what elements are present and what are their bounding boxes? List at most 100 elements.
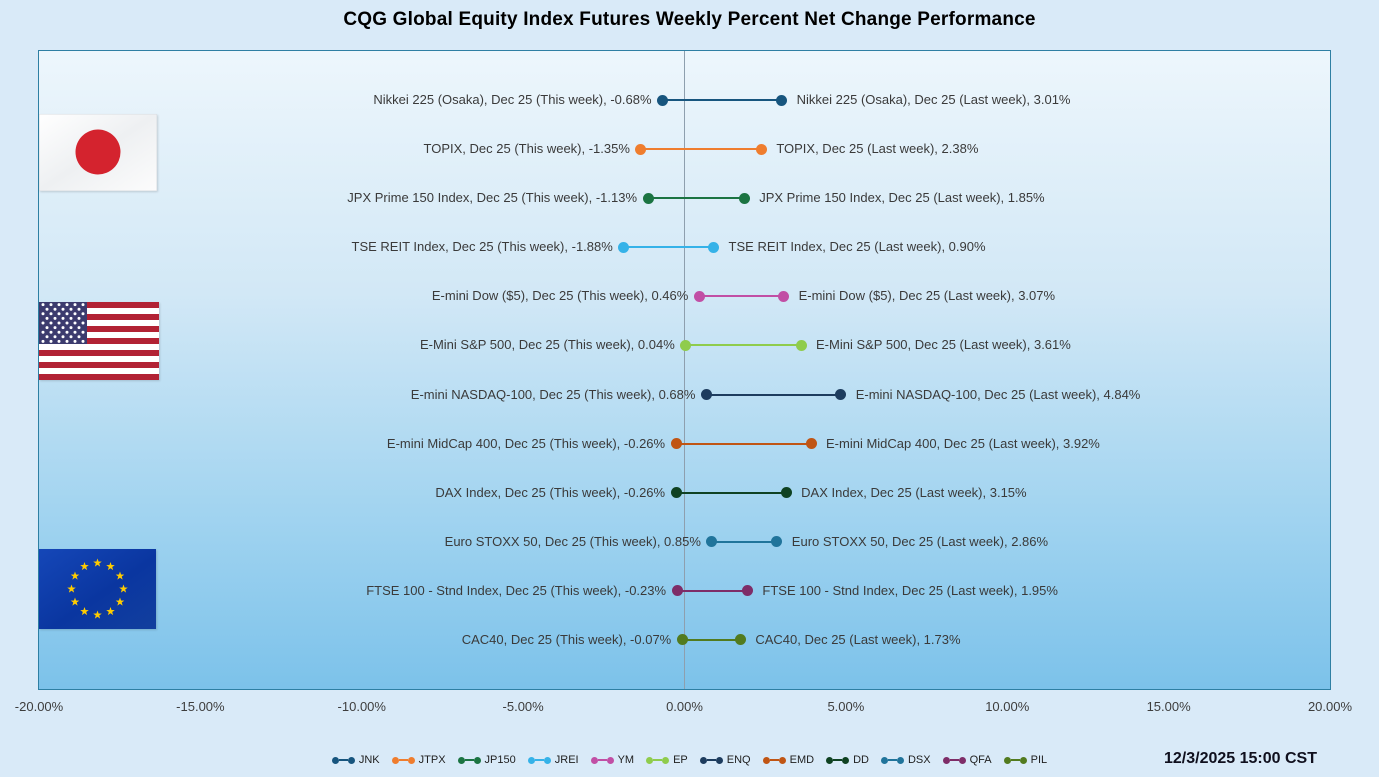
dumbbell-row: E-mini NASDAQ-100, Dec 25 (This week), 0… bbox=[39, 387, 1330, 403]
this-week-label: Nikkei 225 (Osaka), Dec 25 (This week), … bbox=[373, 92, 652, 108]
legend-item: DD bbox=[826, 754, 869, 766]
this-week-dot bbox=[657, 94, 669, 106]
last-week-label: Euro STOXX 50, Dec 25 (Last week), 2.86% bbox=[791, 533, 1049, 549]
legend-item: EP bbox=[646, 754, 688, 766]
connector-line bbox=[623, 246, 714, 249]
zero-gridline bbox=[684, 51, 685, 689]
legend-label: JTPX bbox=[418, 754, 446, 766]
last-week-label: DAX Index, Dec 25 (Last week), 3.15% bbox=[801, 484, 1027, 500]
legend-label: JP150 bbox=[484, 754, 516, 766]
x-axis-tick-label: -15.00% bbox=[176, 699, 225, 714]
last-week-dot bbox=[795, 339, 807, 351]
last-week-dot bbox=[778, 290, 790, 302]
this-week-label: Euro STOXX 50, Dec 25 (This week), 0.85% bbox=[444, 533, 701, 549]
dumbbell-row: E-mini MidCap 400, Dec 25 (This week), -… bbox=[39, 436, 1330, 452]
last-week-dot bbox=[835, 389, 847, 401]
connector-line bbox=[676, 442, 811, 445]
legend-marker-icon bbox=[699, 756, 723, 764]
this-week-dot bbox=[706, 536, 718, 548]
x-axis-tick-label: -20.00% bbox=[14, 699, 64, 714]
legend-marker-icon bbox=[880, 756, 904, 764]
x-axis: -20.00% -15.00% -10.00% -5.00% 0.00% 5.00% 10.… bbox=[15, 699, 1352, 715]
last-week-label: FTSE 100 - Stnd Index, Dec 25 (Last week… bbox=[762, 582, 1058, 598]
legend-item: YM bbox=[590, 754, 635, 766]
x-axis-tick-label: -5.00% bbox=[502, 699, 544, 714]
dumbbell-row: TSE REIT Index, Dec 25 (This week), -1.8… bbox=[39, 239, 1330, 255]
legend-label: ENQ bbox=[726, 754, 751, 766]
this-week-label: FTSE 100 - Stnd Index, Dec 25 (This week… bbox=[366, 582, 667, 598]
legend-item: PIL bbox=[1003, 754, 1048, 766]
last-week-dot bbox=[734, 634, 746, 646]
dumbbell-row: E-mini Dow ($5), Dec 25 (This week), 0.4… bbox=[39, 288, 1330, 304]
connector-line bbox=[662, 99, 782, 102]
last-week-dot bbox=[776, 94, 788, 106]
legend-label: DD bbox=[853, 754, 869, 766]
connector-line bbox=[711, 540, 777, 543]
this-week-dot bbox=[700, 389, 712, 401]
us-flag-icon bbox=[39, 302, 159, 380]
legend-marker-icon bbox=[942, 756, 966, 764]
this-week-label: CAC40, Dec 25 (This week), -0.07% bbox=[461, 631, 672, 647]
legend-label: DSX bbox=[907, 754, 931, 766]
last-week-dot bbox=[738, 192, 750, 204]
last-week-label: TOPIX, Dec 25 (Last week), 2.38% bbox=[776, 141, 979, 157]
japan-flag-icon bbox=[39, 114, 157, 191]
connector-line bbox=[640, 148, 762, 151]
dumbbell-row: Nikkei 225 (Osaka), Dec 25 (This week), … bbox=[39, 92, 1330, 108]
dumbbell-rows: Nikkei 225 (Osaka), Dec 25 (This week), … bbox=[39, 51, 1330, 689]
legend-marker-icon bbox=[646, 756, 670, 764]
legend-item: JP150 bbox=[457, 754, 516, 766]
legend-marker-icon bbox=[762, 756, 786, 764]
this-week-dot bbox=[693, 290, 705, 302]
connector-line bbox=[677, 589, 748, 592]
dumbbell-row: E-Mini S&P 500, Dec 25 (This week), 0.04… bbox=[39, 337, 1330, 353]
eu-flag-icon bbox=[39, 549, 156, 629]
this-week-label: E-mini Dow ($5), Dec 25 (This week), 0.4… bbox=[431, 288, 689, 304]
this-week-dot bbox=[670, 487, 682, 499]
last-week-label: E-mini NASDAQ-100, Dec 25 (Last week), 4… bbox=[855, 386, 1141, 402]
last-week-label: E-mini Dow ($5), Dec 25 (Last week), 3.0… bbox=[798, 288, 1056, 304]
last-week-label: CAC40, Dec 25 (Last week), 1.73% bbox=[755, 631, 961, 647]
last-week-dot bbox=[741, 585, 753, 597]
this-week-dot bbox=[642, 192, 654, 204]
legend-item: JREI bbox=[527, 754, 579, 766]
footer: JNK JTPX JP150 JREI YM EP ENQ EMD DD DSX… bbox=[0, 750, 1379, 774]
last-week-dot bbox=[805, 438, 817, 450]
legend-label: YM bbox=[617, 754, 635, 766]
last-week-label: E-Mini S&P 500, Dec 25 (Last week), 3.61… bbox=[816, 337, 1071, 353]
legend-label: PIL bbox=[1030, 754, 1048, 766]
legend-label: JNK bbox=[358, 754, 380, 766]
dumbbell-row: CAC40, Dec 25 (This week), -0.07% CAC40,… bbox=[39, 632, 1330, 648]
x-axis-tick-label: -10.00% bbox=[337, 699, 386, 714]
legend-marker-icon bbox=[527, 756, 551, 764]
dumbbell-row: TOPIX, Dec 25 (This week), -1.35% TOPIX,… bbox=[39, 141, 1330, 157]
legend-label: QFA bbox=[969, 754, 992, 766]
x-axis-tick-label: 5.00% bbox=[827, 699, 865, 714]
connector-line bbox=[699, 295, 784, 298]
last-week-dot bbox=[708, 241, 720, 253]
this-week-label: E-mini NASDAQ-100, Dec 25 (This week), 0… bbox=[410, 386, 696, 402]
dumbbell-row: Euro STOXX 50, Dec 25 (This week), 0.85%… bbox=[39, 534, 1330, 550]
connector-line bbox=[676, 491, 787, 494]
legend-item: ENQ bbox=[699, 754, 751, 766]
this-week-dot bbox=[676, 634, 688, 646]
last-week-dot bbox=[780, 487, 792, 499]
dumbbell-row: FTSE 100 - Stnd Index, Dec 25 (This week… bbox=[39, 583, 1330, 599]
connector-line bbox=[706, 393, 841, 396]
this-week-label: JPX Prime 150 Index, Dec 25 (This week),… bbox=[347, 190, 638, 206]
last-week-dot bbox=[771, 536, 783, 548]
last-week-label: E-mini MidCap 400, Dec 25 (Last week), 3… bbox=[826, 435, 1100, 451]
legend-marker-icon bbox=[826, 756, 850, 764]
this-week-label: E-Mini S&P 500, Dec 25 (This week), 0.04… bbox=[419, 337, 675, 353]
this-week-label: E-mini MidCap 400, Dec 25 (This week), -… bbox=[386, 435, 666, 451]
this-week-label: TSE REIT Index, Dec 25 (This week), -1.8… bbox=[351, 239, 613, 255]
legend-label: JREI bbox=[554, 754, 579, 766]
this-week-label: DAX Index, Dec 25 (This week), -0.26% bbox=[435, 484, 666, 500]
plot-area: Nikkei 225 (Osaka), Dec 25 (This week), … bbox=[38, 50, 1331, 690]
last-week-dot bbox=[755, 143, 767, 155]
this-week-dot bbox=[618, 241, 630, 253]
last-week-label: TSE REIT Index, Dec 25 (Last week), 0.90… bbox=[728, 239, 986, 255]
connector-line bbox=[682, 638, 741, 641]
last-week-label: JPX Prime 150 Index, Dec 25 (Last week),… bbox=[759, 190, 1045, 206]
legend-item: QFA bbox=[942, 754, 992, 766]
